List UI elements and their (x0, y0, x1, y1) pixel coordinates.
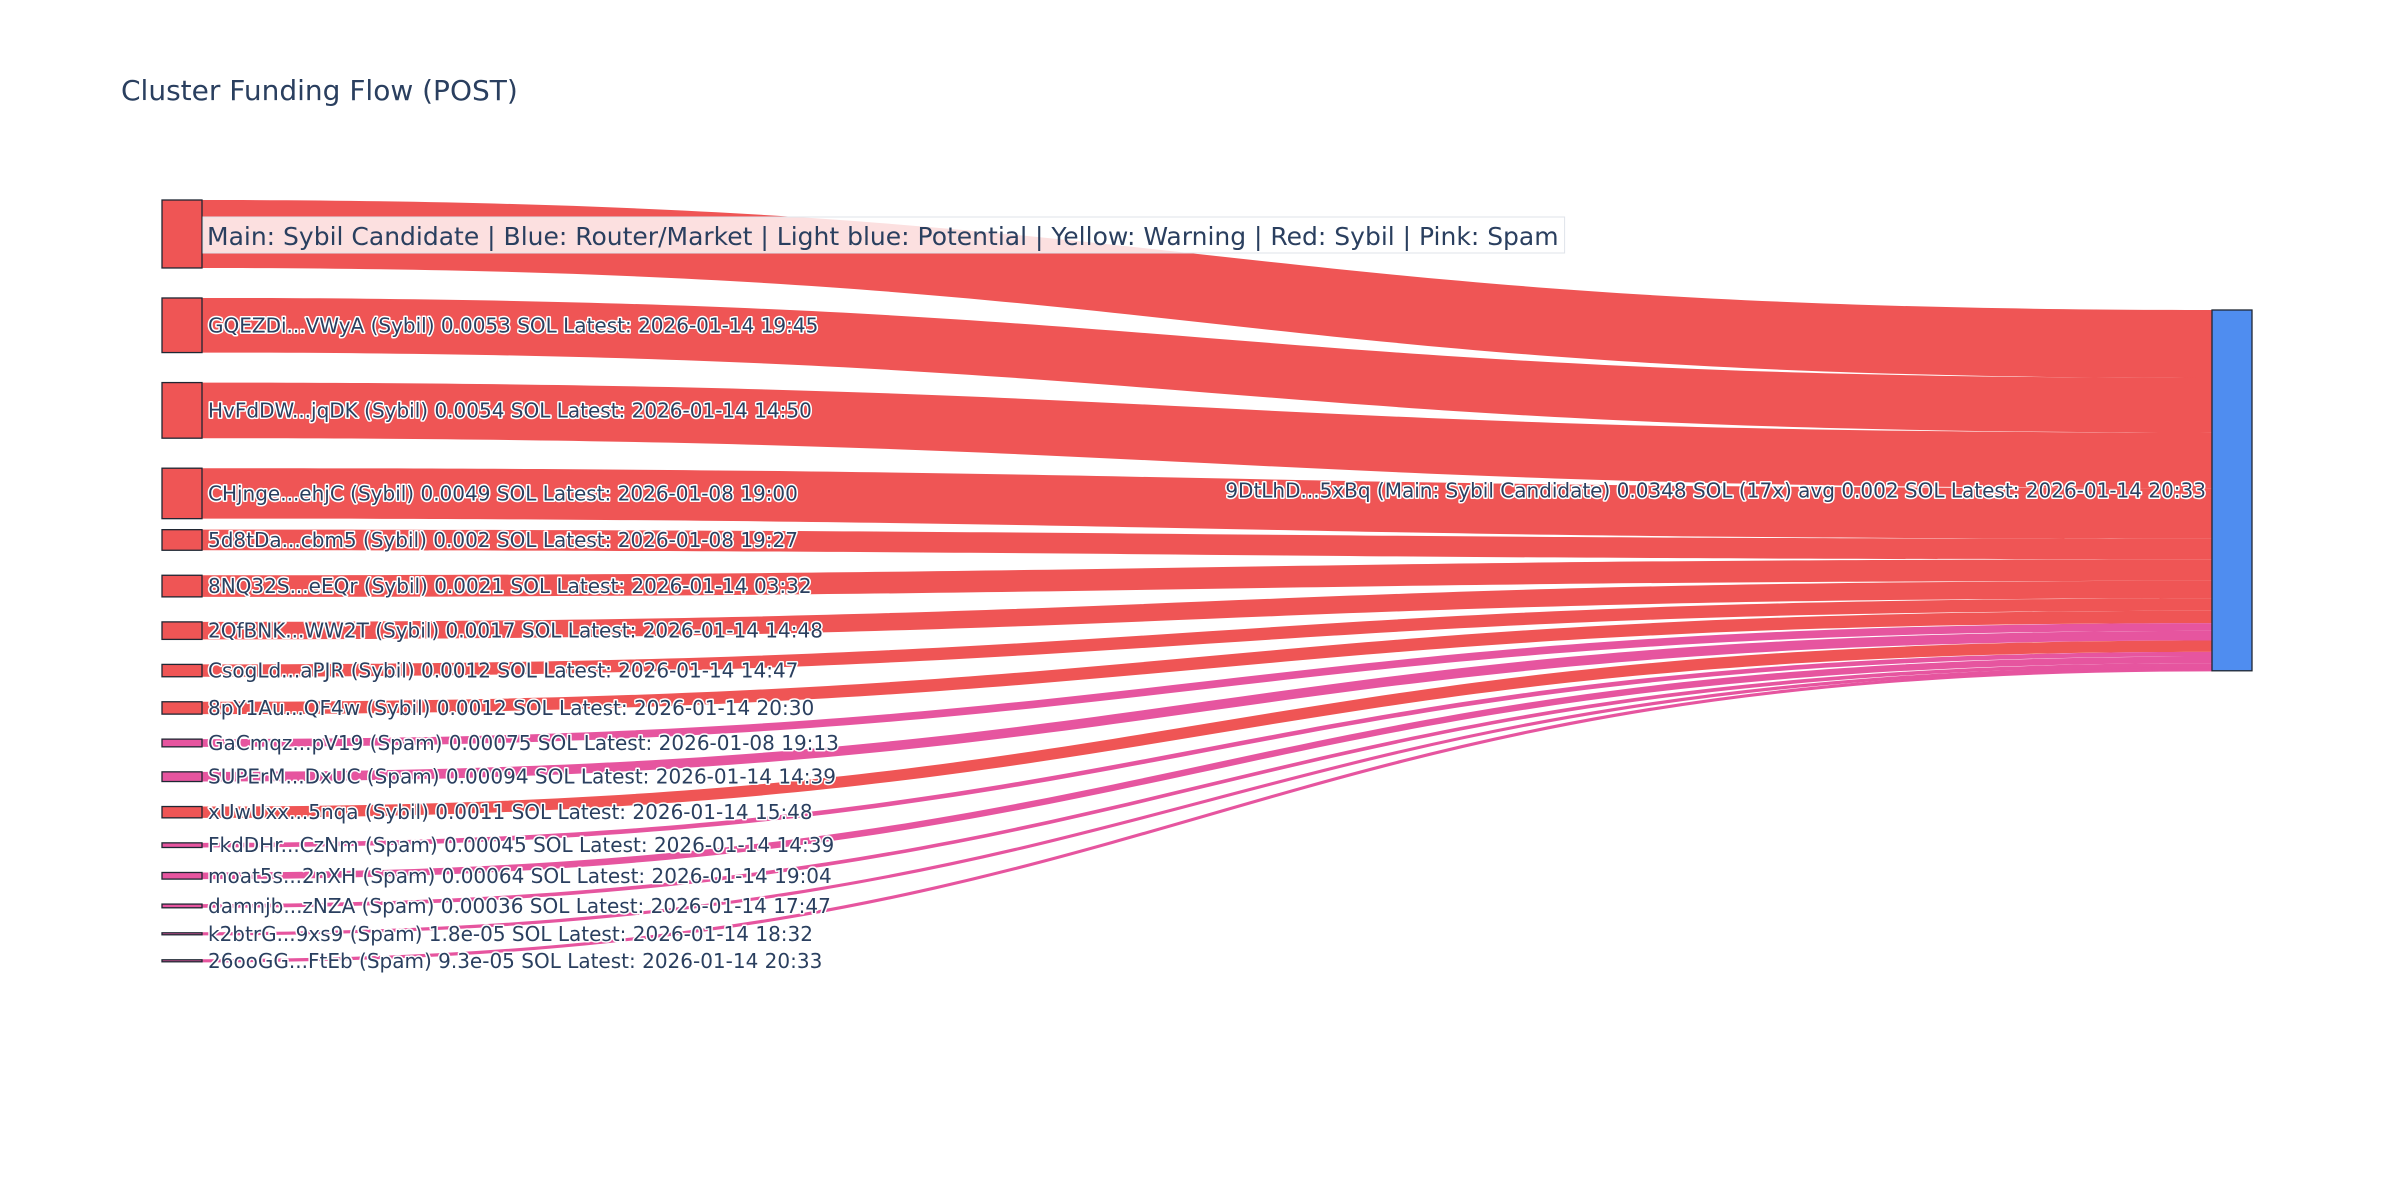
flow-link[interactable] (202, 598, 2212, 677)
flow-link[interactable] (202, 663, 2212, 908)
source-node[interactable] (161, 805, 203, 819)
source-node[interactable] (161, 871, 203, 880)
source-node-label: HvFdDW...jqDK (Sybil) 0.0054 SOL Latest:… (208, 398, 812, 422)
flow-link[interactable] (202, 297, 2212, 433)
node-labels: GQEZDi...VWyA (Sybil) 0.0053 SOL Latest:… (207, 312, 2208, 975)
source-node-label: CsogLd...aPJR (Sybil) 0.0012 SOL Latest:… (208, 659, 798, 683)
source-node-label: moat5s...2nXH (Spam) 0.00064 SOL Latest:… (208, 864, 832, 888)
source-node[interactable] (161, 574, 203, 598)
source-node[interactable] (161, 199, 203, 269)
flow-link[interactable] (202, 529, 2212, 560)
flow-nodes (161, 199, 2253, 963)
source-node-label: xUwUxx...5nqa (Sybil) 0.0011 SOL Latest:… (208, 800, 813, 824)
source-node[interactable] (161, 381, 203, 439)
flow-link[interactable] (202, 580, 2212, 640)
source-node-label: CHjnge...ehjC (Sybil) 0.0049 SOL Latest:… (208, 481, 798, 505)
flow-links (201, 200, 2213, 963)
source-node-label: FkdDHr...CzNm (Spam) 0.00045 SOL Latest:… (208, 833, 834, 857)
legend: Main: Sybil Candidate | Blue: Router/Mar… (202, 216, 1566, 254)
legend-box (202, 216, 1566, 254)
legend-text: Main: Sybil Candidate | Blue: Router/Mar… (207, 222, 1559, 251)
source-node[interactable] (161, 903, 203, 909)
source-node[interactable] (161, 297, 203, 354)
flow-link[interactable] (202, 559, 2212, 597)
flow-link[interactable] (202, 630, 2212, 782)
flow-link[interactable] (202, 656, 2212, 880)
source-node-label: GQEZDi...VWyA (Sybil) 0.0053 SOL Latest:… (208, 313, 818, 337)
source-node[interactable] (161, 467, 203, 520)
source-node[interactable] (161, 738, 203, 748)
source-node[interactable] (161, 621, 203, 641)
source-node[interactable] (161, 959, 203, 963)
source-node-label: damnjb...zNZA (Spam) 0.00036 SOL Latest:… (208, 894, 831, 918)
source-node-label: GaCmqz...pV19 (Spam) 0.00075 SOL Latest:… (208, 731, 839, 755)
source-node[interactable] (161, 701, 203, 715)
flow-link[interactable] (202, 382, 2212, 489)
flow-link[interactable] (202, 651, 2212, 848)
flow-link[interactable] (202, 468, 2212, 539)
source-node[interactable] (161, 932, 203, 936)
source-node[interactable] (161, 842, 203, 849)
flow-link[interactable] (202, 623, 2212, 747)
chart-title: Cluster Funding Flow (POST) (121, 74, 518, 107)
source-node-label: 8pY1Au...QF4w (Sybil) 0.0012 SOL Latest:… (208, 696, 814, 720)
target-node-label: 9DtLhD...5xBq (Main: Sybil Candidate) 0.… (1225, 478, 2206, 502)
source-node[interactable] (161, 771, 203, 783)
source-node-label: 8NQ32S...eEQr (Sybil) 0.0021 SOL Latest:… (208, 574, 812, 598)
source-node[interactable] (161, 529, 203, 551)
flow-link[interactable] (202, 610, 2212, 715)
target-node[interactable] (2211, 309, 2253, 672)
source-node[interactable] (161, 663, 203, 678)
source-node-label: 2QfBNK...WW2T (Sybil) 0.0017 SOL Latest:… (208, 619, 823, 643)
source-node-label: SUPErM...DxUC (Spam) 0.00094 SOL Latest:… (208, 765, 836, 789)
source-node-label: 5d8tDa...cbm5 (Sybil) 0.002 SOL Latest: … (208, 528, 798, 552)
source-node-label: 26ooGG...FtEb (Spam) 9.3e-05 SOL Latest:… (208, 949, 822, 973)
flow-link[interactable] (202, 640, 2212, 818)
source-node-label: k2btrG...9xs9 (Spam) 1.8e-05 SOL Latest:… (208, 922, 813, 946)
